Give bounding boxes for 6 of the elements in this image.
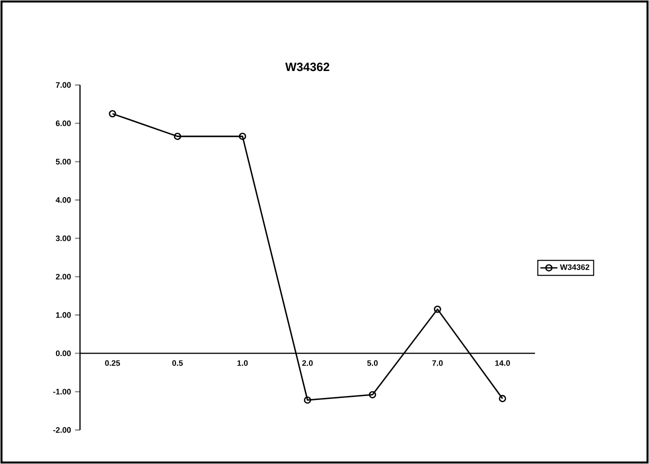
chart-title: W34362 (285, 62, 330, 72)
point (434, 306, 442, 313)
point (368, 391, 376, 398)
point (304, 396, 312, 404)
point (238, 132, 246, 140)
point (174, 132, 182, 140)
